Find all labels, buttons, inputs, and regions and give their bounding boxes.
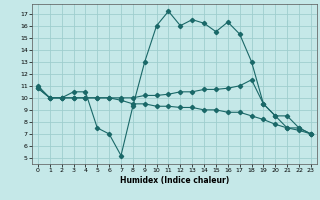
X-axis label: Humidex (Indice chaleur): Humidex (Indice chaleur): [120, 176, 229, 185]
